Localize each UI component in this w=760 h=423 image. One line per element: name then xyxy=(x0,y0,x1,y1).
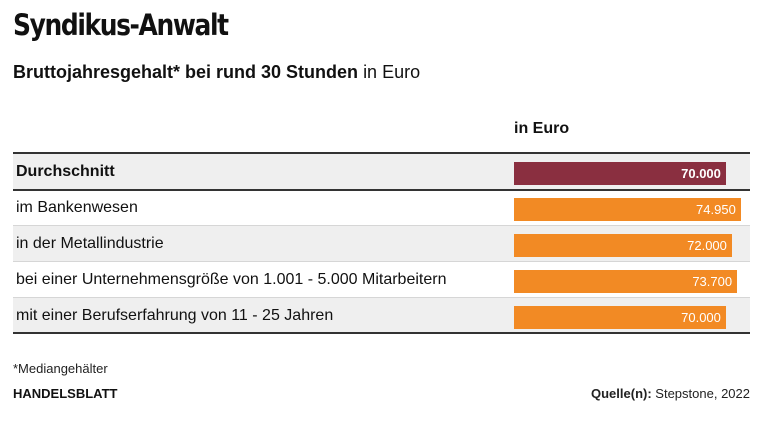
chart-title: Syndikus-Anwalt xyxy=(13,8,229,42)
chart-subtitle: Bruttojahresgehalt* bei rund 30 Stunden … xyxy=(13,62,420,83)
footnote: *Mediangehälter xyxy=(13,361,108,376)
table-row: im Bankenwesen 74.950 xyxy=(13,190,750,226)
value-label: 74.950 xyxy=(696,202,736,217)
bottom-rule xyxy=(13,332,750,334)
source-text: Stepstone, 2022 xyxy=(655,386,750,401)
bar: 72.000 xyxy=(514,234,732,257)
subtitle-bold: Bruttojahresgehalt* bei rund 30 Stunden xyxy=(13,62,359,82)
top-rule xyxy=(13,152,750,154)
category-label: Durchschnitt xyxy=(16,163,115,180)
column-header: in Euro xyxy=(514,120,570,137)
bar: 70.000 xyxy=(514,162,726,185)
table-row: Durchschnitt 70.000 xyxy=(13,154,750,190)
category-label: im Bankenwesen xyxy=(16,199,138,216)
highlight-rule xyxy=(13,189,750,191)
bar: 73.700 xyxy=(514,270,738,293)
bar: 74.950 xyxy=(514,198,741,221)
source-note: Quelle(n): Stepstone, 2022 xyxy=(591,386,750,401)
row-divider xyxy=(13,225,750,226)
category-label: in der Metallindustrie xyxy=(16,235,164,252)
table-row: in der Metallindustrie 72.000 xyxy=(13,226,750,262)
row-divider xyxy=(13,297,750,298)
value-label: 72.000 xyxy=(687,238,727,253)
category-label: bei einer Unternehmensgröße von 1.001 - … xyxy=(16,271,447,288)
publisher-brand: HANDELSBLATT xyxy=(13,386,118,401)
category-label: mit einer Berufserfahrung von 11 - 25 Ja… xyxy=(16,307,334,324)
table-row: bei einer Unternehmensgröße von 1.001 - … xyxy=(13,262,750,298)
value-label: 70.000 xyxy=(681,166,721,181)
bar: 70.000 xyxy=(514,306,726,329)
value-label: 73.700 xyxy=(692,274,733,289)
value-label: 70.000 xyxy=(681,310,721,325)
source-label: Quelle(n): xyxy=(591,386,652,401)
table-row: mit einer Berufserfahrung von 11 - 25 Ja… xyxy=(13,298,750,334)
subtitle-unit: in Euro xyxy=(363,62,421,82)
row-divider xyxy=(13,261,750,262)
